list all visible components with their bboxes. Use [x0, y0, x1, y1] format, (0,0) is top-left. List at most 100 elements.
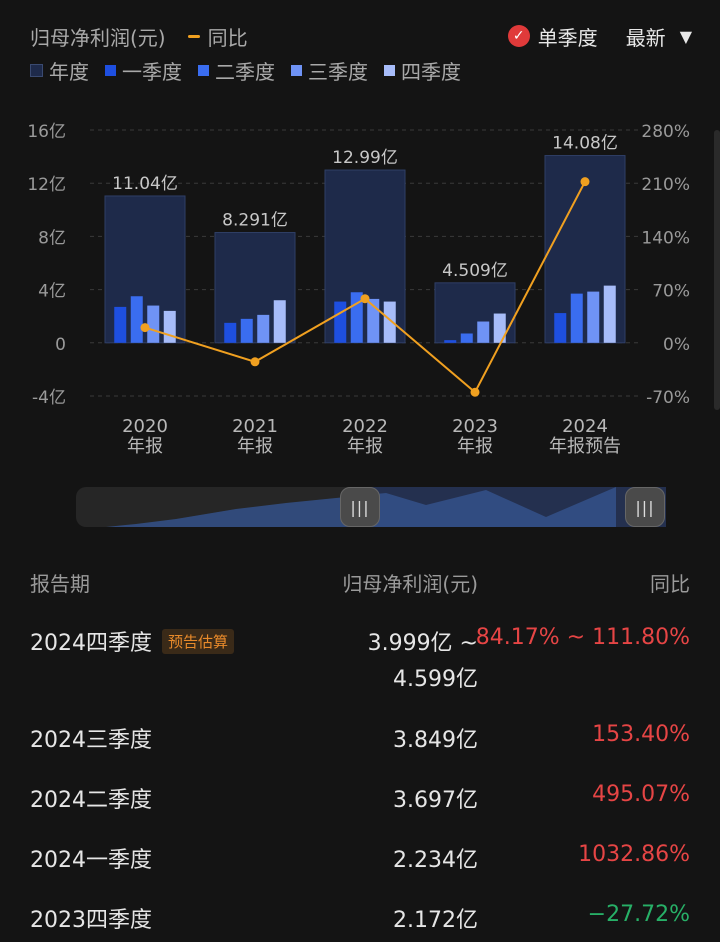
- slider-overview: [106, 487, 666, 527]
- y2-tick-label: -70%: [646, 388, 690, 408]
- yoy-point: [470, 387, 480, 397]
- q1-legend-label: 一季度: [122, 59, 182, 84]
- x-tick-label: 2020: [122, 416, 168, 437]
- row-value: 2.172亿: [393, 908, 478, 933]
- row-value: 3.697亿: [393, 788, 478, 813]
- quarter-bar: [130, 296, 143, 343]
- x-tick-label: 2022: [342, 416, 388, 437]
- table-row[interactable]: 2024二季度 3.697亿 495.07%: [0, 782, 720, 814]
- table-header: 报告期 归母净利润(元) 同比: [0, 568, 720, 596]
- q3-legend-label: 三季度: [308, 59, 368, 84]
- header-yoy: 同比: [650, 572, 690, 596]
- header-value: 归母净利润(元): [342, 572, 478, 596]
- x-tick-label: 年报: [347, 436, 383, 457]
- year-value-label: 14.08亿: [552, 134, 618, 154]
- yoy-point: [360, 294, 370, 304]
- table-row[interactable]: 2024一季度 2.234亿 1032.86%: [0, 842, 720, 874]
- table-row[interactable]: 2024四季度 预告估算 3.999亿 ~ 4.599亿 84.17% ~ 111…: [0, 625, 720, 695]
- series-legend-label: 归母净利润(元): [30, 25, 166, 50]
- y2-tick-label: 140%: [641, 228, 690, 248]
- chart-legend-bottom: 年度 一季度 二季度 三季度 四季度: [30, 56, 477, 84]
- y-tick-label: 16亿: [27, 122, 66, 142]
- quarter-bar: [444, 340, 457, 343]
- y2-tick-label: 70%: [652, 282, 690, 302]
- x-tick-label: 2021: [232, 416, 278, 437]
- caret-down-icon[interactable]: ▼: [679, 26, 692, 46]
- q4-swatch: [384, 64, 395, 76]
- yoy-legend-label: 同比: [207, 25, 248, 50]
- forecast-tag: 预告估算: [162, 628, 235, 654]
- quarter-bar: [240, 318, 253, 343]
- quarter-bar: [163, 310, 176, 343]
- table-row[interactable]: 2024三季度 3.849亿 153.40%: [0, 722, 720, 754]
- quarter-bar: [257, 314, 270, 343]
- row-yoy: 495.07%: [592, 782, 690, 807]
- row-yoy: 153.40%: [592, 722, 690, 747]
- quarter-bar: [147, 305, 160, 343]
- row-period: 2023四季度: [30, 908, 152, 933]
- quarter-bar: [367, 298, 380, 343]
- row-value: 2.234亿: [393, 848, 478, 873]
- y-tick-label: 8亿: [38, 228, 66, 248]
- quarter-bar: [587, 291, 600, 343]
- x-tick-label: 年报预告: [549, 436, 621, 457]
- quarter-bar: [224, 322, 237, 343]
- row-period: 2024四季度: [30, 631, 152, 656]
- row-value: 3.849亿: [393, 728, 478, 753]
- x-tick-label: 2024: [562, 416, 608, 437]
- yoy-point: [580, 177, 590, 187]
- legend-item-year[interactable]: 年度: [30, 56, 89, 85]
- yoy-line-swatch: [187, 34, 200, 38]
- q2-swatch: [198, 64, 209, 76]
- legend-item-q2[interactable]: 二季度: [198, 56, 275, 85]
- chart-legend-top: 归母净利润(元) 同比: [30, 22, 248, 50]
- yoy-point: [250, 357, 260, 367]
- legend-item-q3[interactable]: 三季度: [291, 56, 368, 85]
- page-scrollbar[interactable]: [714, 130, 720, 410]
- quarter-bar: [477, 321, 490, 343]
- quarter-bar: [460, 333, 473, 343]
- check-icon[interactable]: ✓: [507, 25, 530, 47]
- quarter-bar: [554, 313, 567, 343]
- single-quarter-toggle[interactable]: 单季度: [537, 25, 598, 50]
- year-value-label: 8.291亿: [222, 211, 288, 231]
- slider-handle-left[interactable]: |||: [340, 487, 380, 527]
- quarter-bar: [570, 293, 583, 343]
- row-yoy: 1032.86%: [578, 842, 690, 867]
- latest-dropdown[interactable]: 最新: [625, 25, 666, 50]
- x-tick-label: 年报: [127, 436, 163, 457]
- mode-selector: ✓ 单季度 最新 ▼: [507, 22, 692, 50]
- row-value-upper: 4.599亿: [393, 667, 478, 692]
- slider-handle-right[interactable]: |||: [625, 487, 665, 527]
- row-value: 3.999亿 ~: [367, 631, 478, 656]
- row-period: 2024二季度: [30, 788, 152, 813]
- year-value-label: 4.509亿: [442, 261, 508, 281]
- x-tick-label: 年报: [457, 436, 493, 457]
- quarter-bar: [383, 301, 396, 343]
- row-period: 2024三季度: [30, 728, 152, 753]
- quarter-bar: [273, 300, 286, 343]
- y2-tick-label: 210%: [641, 175, 690, 195]
- legend-item-q1[interactable]: 一季度: [105, 56, 182, 85]
- profit-chart: -4亿 0 4亿 8亿 12亿 16亿 -70% 0% 70% 140% 210% 280% 11.04…: [27, 122, 690, 457]
- y-tick-label: 0: [55, 335, 66, 355]
- y-tick-label: -4亿: [32, 388, 66, 408]
- quarter-bar: [493, 313, 506, 343]
- year-value-label: 11.04亿: [112, 174, 178, 194]
- header-period: 报告期: [30, 572, 90, 596]
- q3-swatch: [291, 64, 302, 76]
- quarter-bar: [334, 301, 347, 343]
- quarter-bar: [114, 306, 127, 343]
- year-swatch: [30, 63, 43, 77]
- row-period: 2024一季度: [30, 848, 152, 873]
- x-tick-label: 2023: [452, 416, 498, 437]
- y-tick-label: 4亿: [38, 282, 66, 302]
- yoy-point: [140, 323, 150, 333]
- row-yoy: −27.72%: [587, 902, 690, 927]
- y-tick-label: 12亿: [27, 175, 66, 195]
- table-row[interactable]: 2023四季度 2.172亿 −27.72%: [0, 902, 720, 934]
- year-value-label: 12.99亿: [332, 148, 398, 168]
- legend-item-q4[interactable]: 四季度: [384, 56, 461, 85]
- y2-tick-label: 280%: [641, 122, 690, 142]
- x-tick-label: 年报: [237, 436, 273, 457]
